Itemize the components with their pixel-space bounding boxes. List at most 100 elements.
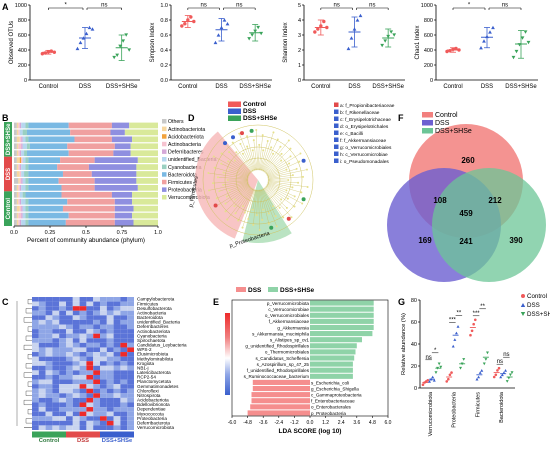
d-node bbox=[225, 195, 228, 198]
c-heatmap-cell bbox=[100, 384, 107, 389]
e-lda-bar bbox=[251, 398, 310, 404]
c-heatmap-cell bbox=[59, 411, 66, 417]
b-bar-segment bbox=[61, 185, 95, 191]
c-heatmap-cell bbox=[113, 370, 121, 375]
c-heatmap-cell bbox=[45, 374, 53, 380]
d-legend-label: DSS+SHSe bbox=[243, 115, 278, 122]
c-heatmap-cell bbox=[45, 393, 53, 398]
g-sig-label: *** bbox=[473, 311, 481, 317]
d-node bbox=[261, 134, 264, 137]
a-point bbox=[127, 48, 132, 52]
e-x-tick-label: 4.8 bbox=[369, 420, 376, 426]
c-heatmap-cell bbox=[100, 324, 107, 330]
b-bar-segment bbox=[24, 171, 29, 177]
g-point bbox=[421, 383, 425, 387]
a-sig-label: * bbox=[64, 3, 67, 9]
a-y-tick-label: 1 bbox=[298, 63, 301, 69]
c-heatmap-cell bbox=[38, 393, 46, 398]
d-node bbox=[279, 145, 282, 148]
c-heatmap-cell bbox=[127, 356, 134, 362]
d-branch bbox=[215, 185, 250, 207]
c-heatmap-cell bbox=[59, 356, 66, 362]
d-node bbox=[258, 143, 261, 146]
c-heatmap-cell bbox=[106, 407, 114, 412]
b-bar-segment bbox=[21, 164, 26, 170]
b-group-band bbox=[4, 122, 12, 157]
c-heatmap-cell bbox=[100, 402, 107, 408]
d-branch bbox=[224, 142, 252, 173]
b-bar-segment bbox=[26, 143, 30, 150]
c-heatmap-cell bbox=[59, 379, 66, 385]
d-ring bbox=[213, 135, 303, 225]
d-branch bbox=[240, 143, 254, 172]
g-category-label: Firmicutes bbox=[475, 392, 481, 418]
c-heatmap-cell bbox=[38, 310, 46, 316]
c-heatmap-cell bbox=[79, 319, 87, 325]
g-point bbox=[448, 373, 452, 377]
g-point bbox=[450, 371, 453, 374]
c-heatmap-cell bbox=[52, 329, 60, 334]
c-heatmap-cell bbox=[66, 315, 73, 320]
g-legend-marker bbox=[520, 303, 526, 307]
b-bar-segment bbox=[111, 122, 130, 129]
c-heatmap-cell bbox=[52, 356, 60, 362]
c-heatmap-cell bbox=[66, 310, 73, 316]
c-heatmap-cell bbox=[38, 342, 46, 348]
b-bar-segment bbox=[111, 191, 133, 198]
c-heatmap-cell bbox=[66, 425, 73, 430]
c-heatmap-cell bbox=[52, 425, 60, 430]
c-heatmap-cell bbox=[113, 411, 121, 417]
c-heatmap-cell bbox=[100, 352, 107, 357]
c-group-label: DSS+SHSe bbox=[102, 438, 133, 444]
d-legend-swatch bbox=[228, 115, 241, 121]
c-heatmap-cell bbox=[113, 310, 121, 316]
a-y-label: Simpson Index bbox=[150, 23, 156, 63]
c-heatmap-cell bbox=[120, 342, 128, 348]
d-branch bbox=[227, 187, 253, 220]
c-heatmap-cell bbox=[120, 319, 128, 325]
c-heatmap-cell bbox=[127, 393, 134, 398]
c-heatmap-cell bbox=[32, 365, 39, 371]
b-bar-segment bbox=[19, 122, 22, 129]
d-node bbox=[276, 138, 279, 141]
c-heatmap-cell bbox=[127, 329, 134, 334]
c-row-label: Myxococcota bbox=[137, 411, 164, 416]
c-heatmap-cell bbox=[38, 329, 46, 334]
c-heatmap-cell bbox=[72, 420, 80, 426]
d-node bbox=[289, 155, 292, 158]
c-heatmap-cell bbox=[38, 324, 46, 330]
c-heatmap-cell bbox=[45, 361, 53, 366]
d-node bbox=[213, 166, 216, 169]
d-node bbox=[226, 218, 229, 221]
b-bar-segment bbox=[67, 198, 115, 205]
g-point bbox=[477, 375, 481, 379]
a-category-label: Control bbox=[178, 84, 197, 90]
c-heatmap-cell bbox=[127, 319, 134, 325]
c-heatmap-cell bbox=[100, 306, 107, 311]
f-legend-label: DSS+SHSe bbox=[435, 128, 472, 135]
d-sector-label: p_Firmicutes bbox=[188, 176, 199, 208]
d-node bbox=[220, 152, 223, 155]
c-heatmap-cell bbox=[38, 315, 46, 320]
b-bar-segment bbox=[68, 212, 115, 219]
d-taxa-swatch bbox=[334, 144, 339, 149]
c-heatmap-cell bbox=[79, 329, 87, 334]
d-node bbox=[212, 155, 215, 158]
b-bar-segment bbox=[57, 164, 89, 170]
a-point bbox=[488, 30, 492, 34]
c-heatmap-cell bbox=[120, 370, 128, 375]
b-bar-segment bbox=[28, 164, 58, 170]
b-bar-segment bbox=[18, 198, 20, 205]
c-heatmap-cell bbox=[45, 342, 53, 348]
a-point bbox=[445, 49, 449, 54]
d-node bbox=[243, 211, 246, 214]
c-heatmap-cell bbox=[38, 338, 46, 343]
c-row-label: Nitrospirota bbox=[137, 393, 161, 398]
c-heatmap-cell bbox=[38, 416, 46, 421]
b-bar-segment bbox=[136, 164, 158, 170]
d-branch bbox=[258, 189, 263, 220]
b-bar-segment bbox=[14, 136, 17, 143]
c-heatmap-cell bbox=[127, 361, 134, 366]
c-heatmap-cell bbox=[127, 333, 134, 339]
